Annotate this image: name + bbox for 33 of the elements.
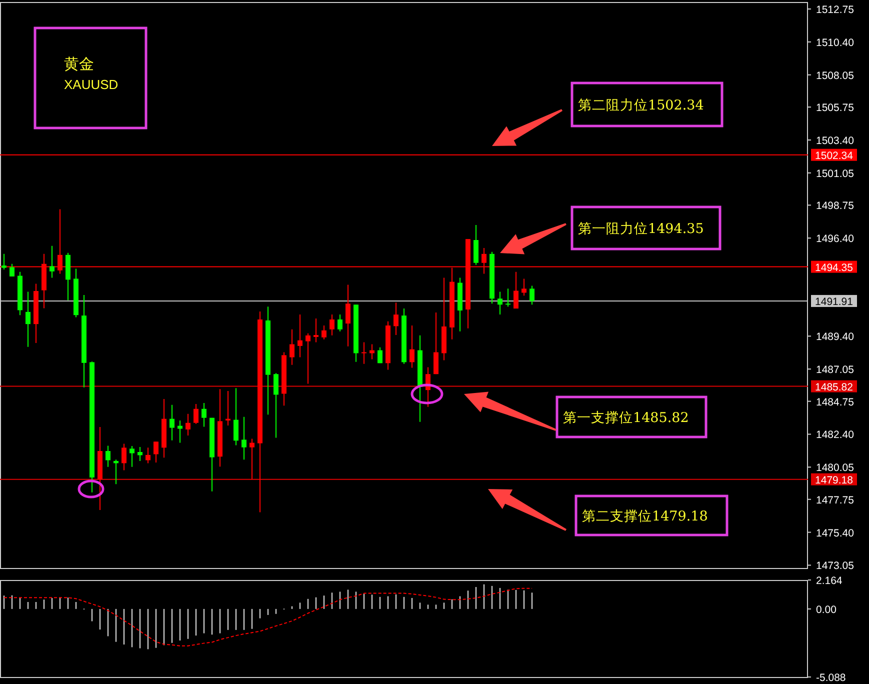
y-tick-label: 2.164 (816, 575, 842, 587)
ref-line-label: 1494.35 (815, 262, 854, 274)
annotation: 第一阻力位1494.35 (570, 206, 722, 250)
y-tick-label: 1484.75 (816, 396, 854, 408)
ref-line-label: 1485.82 (815, 381, 854, 394)
y-tick-label: 1508.05 (816, 70, 854, 82)
y-tick-label: 1512.75 (816, 4, 854, 16)
y-tick-label: 1473.05 (816, 560, 854, 572)
y-tick-label: 1498.75 (816, 200, 854, 212)
ref-line-label: 1479.18 (815, 474, 854, 486)
annotation: 第二支撑位1479.18 (574, 494, 728, 536)
y-tick-label: 1510.40 (816, 36, 854, 49)
y-tick-label: -5.088 (816, 672, 846, 684)
y-tick-label: 1482.40 (816, 429, 854, 442)
y-tick-label: 1477.75 (816, 494, 854, 506)
annotation: 第二阻力位1502.34 (578, 98, 704, 114)
annotation: 第一支撑位1485.82 (556, 396, 708, 438)
y-tick-label: 1501.05 (816, 168, 854, 180)
y-tick-label: 1505.75 (816, 102, 854, 114)
annotation: 第一支撑位1485.82 (563, 410, 689, 426)
ref-line-label: 1502.34 (815, 150, 854, 162)
y-tick-label: 1503.40 (816, 135, 854, 147)
y-tick-label: 1496.40 (816, 233, 854, 246)
y-tick-label: 1475.40 (816, 527, 854, 540)
title-box: 黄金 XAUUSD (34, 26, 148, 130)
y-tick-label: 1480.05 (816, 462, 854, 474)
y-tick-label: 1489.40 (816, 331, 854, 344)
annotation: 第一阻力位1494.35 (578, 221, 704, 237)
annotation: 第二阻力位1502.34 (570, 82, 724, 128)
annotation: 第二支撑位1479.18 (582, 508, 708, 524)
y-tick-label: 0.00 (816, 604, 837, 616)
ref-line-label: 1491.91 (815, 296, 854, 308)
y-tick-label: 1487.05 (816, 364, 854, 376)
